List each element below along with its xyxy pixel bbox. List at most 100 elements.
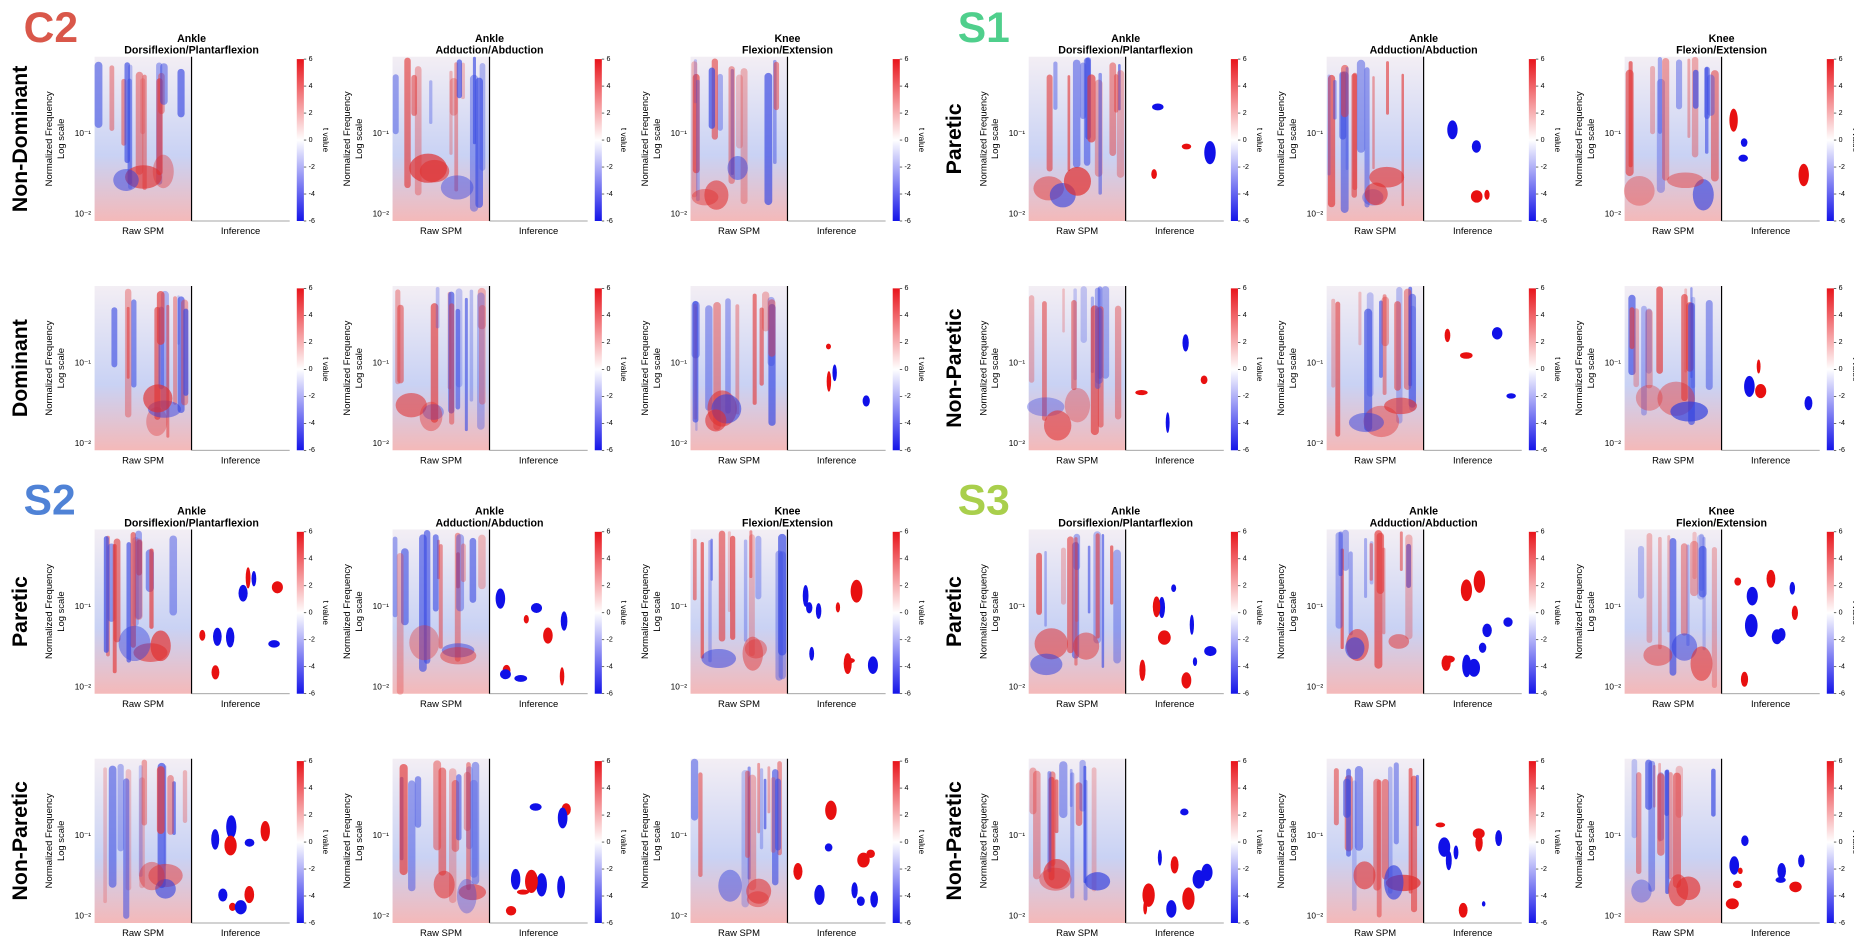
- y-axis-label: Normalized Frequency: [44, 91, 55, 186]
- heatmap-stripe: [1071, 300, 1077, 391]
- y-axis-label: Log scale: [354, 821, 365, 861]
- colorbar-tick-label: -4: [607, 892, 613, 900]
- inference-cluster: [843, 653, 852, 675]
- heatmap-stripe: [1691, 296, 1696, 389]
- heatmap-blob: [440, 647, 477, 665]
- heatmap: [94, 758, 192, 923]
- y-tick-label: 10⁻²: [373, 210, 390, 219]
- heatmap-stripe: [763, 778, 767, 830]
- heatmap-stripe: [433, 760, 442, 851]
- heatmap: [690, 529, 788, 694]
- inference-cluster: [1180, 808, 1189, 816]
- heatmap-stripe: [471, 761, 480, 885]
- colorbar-tick-label: -2: [1839, 163, 1845, 171]
- heatmap-stripe: [717, 73, 723, 131]
- colorbar-tick-label: 0: [905, 838, 909, 846]
- inference-cluster: [268, 640, 280, 648]
- colorbar-tick-label: -4: [1243, 190, 1249, 198]
- heatmap-stripe: [177, 295, 180, 345]
- colorbar-tick-label: -2: [905, 392, 911, 400]
- colorbar-tick-label: 0: [1243, 838, 1247, 846]
- row-label: Paretic: [942, 576, 966, 647]
- heatmap-blob: [395, 392, 427, 418]
- colorbar-tick-label: -6: [905, 446, 911, 454]
- heatmap-blob: [727, 156, 748, 180]
- heatmap-stripe: [1382, 294, 1387, 395]
- colorbar: [1230, 531, 1238, 694]
- y-tick-label: 10⁻¹: [1605, 602, 1622, 611]
- panel-title: Knee: [1709, 506, 1735, 518]
- inference-cluster: [1139, 659, 1146, 682]
- x-axis-label: Inference: [1453, 455, 1492, 466]
- heatmap-blob: [1363, 405, 1400, 438]
- heatmap-stripe: [1110, 545, 1114, 605]
- panel-title: Ankle: [1111, 506, 1140, 518]
- heatmap-stripe: [1047, 771, 1052, 873]
- panel-title: Ankle: [475, 33, 504, 45]
- colorbar: [296, 761, 304, 923]
- heatmap-blob: [705, 409, 727, 432]
- colorbar-tick-label: -6: [1243, 217, 1249, 225]
- heatmap-blob: [1623, 176, 1655, 206]
- inference-cluster: [1189, 614, 1195, 635]
- x-axis-label: Inference: [1155, 928, 1194, 936]
- colorbar-tick-label: 0: [1839, 365, 1843, 373]
- heatmap-bg: [690, 758, 788, 923]
- heatmap-stripe: [1405, 534, 1413, 640]
- heatmap: [94, 286, 192, 451]
- y-axis-label: Log scale: [652, 591, 663, 631]
- heatmap-stripe: [111, 307, 118, 368]
- colorbar: [1528, 761, 1536, 923]
- inference-cluster: [1165, 412, 1170, 433]
- heatmap-stripe: [397, 304, 404, 384]
- inference-cluster: [1744, 375, 1755, 397]
- colorbar-tick-label: 4: [905, 311, 909, 319]
- heatmap-stripe: [730, 69, 735, 175]
- x-axis-label: Raw SPM: [1354, 699, 1396, 710]
- heatmap-blob: [146, 406, 168, 436]
- heatmap-stripe: [1114, 74, 1119, 113]
- colorbar-tick-label: -2: [1541, 865, 1547, 873]
- y-tick-label: 10⁻²: [1307, 912, 1324, 921]
- x-axis-label: Raw SPM: [122, 699, 164, 710]
- inference-cluster: [514, 675, 528, 682]
- x-axis-label: Raw SPM: [1652, 455, 1694, 466]
- heatmap-stripe: [479, 304, 486, 405]
- y-axis-label: Log scale: [1586, 119, 1597, 159]
- y-axis-label: Normalized Frequency: [342, 793, 353, 888]
- heatmap-blob: [409, 625, 440, 661]
- heatmap-stripe: [138, 765, 143, 877]
- colorbar-tick-label: -2: [607, 636, 613, 644]
- heatmap-stripe: [475, 77, 483, 208]
- heatmap-stripe: [1369, 543, 1373, 581]
- heatmap-stripe: [449, 78, 458, 116]
- colorbar-tick-label: -4: [1839, 663, 1845, 671]
- heatmap-stripe: [752, 293, 757, 405]
- heatmap-stripe: [768, 299, 776, 357]
- colorbar-label: t value: [619, 357, 628, 382]
- heatmap-stripe: [1657, 773, 1665, 856]
- colorbar: [1528, 288, 1536, 451]
- colorbar-tick-label: 4: [905, 784, 909, 792]
- colorbar-tick-label: -4: [1243, 663, 1249, 671]
- heatmap-blob: [409, 153, 447, 183]
- colorbar-tick-label: -2: [1243, 392, 1249, 400]
- heatmap-stripe: [399, 763, 408, 876]
- heatmap-stripe: [1711, 768, 1716, 817]
- heatmap-stripe: [1033, 770, 1041, 880]
- colorbar-tick-label: 2: [607, 338, 611, 346]
- inference-cluster: [1798, 854, 1805, 868]
- x-axis-label: Inference: [519, 226, 558, 237]
- heatmap-stripe: [1675, 59, 1683, 110]
- inference-cluster: [1729, 856, 1740, 875]
- colorbar-label: t value: [1255, 357, 1264, 382]
- colorbar: [1528, 531, 1536, 694]
- x-axis-label: Raw SPM: [1652, 226, 1694, 237]
- heatmap-blob: [1034, 628, 1069, 660]
- colorbar-tick-label: -4: [905, 892, 911, 900]
- colorbar-tick-label: -4: [607, 663, 613, 671]
- y-axis-label: Normalized Frequency: [44, 793, 55, 888]
- heatmap-stripe: [768, 303, 776, 426]
- x-axis-label: Raw SPM: [1652, 699, 1694, 710]
- heatmap-stripe: [1698, 545, 1707, 598]
